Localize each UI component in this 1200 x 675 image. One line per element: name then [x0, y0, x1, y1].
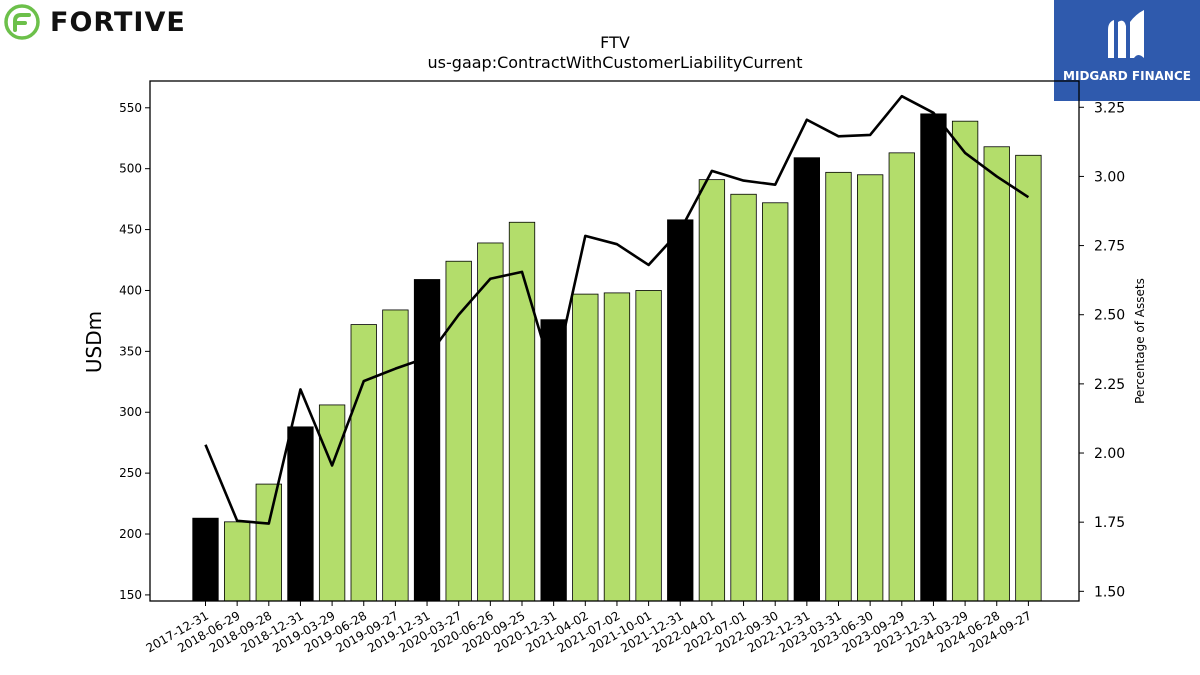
y-tick-label: 200 [119, 527, 142, 541]
percent-of-assets-line [204, 94, 1030, 525]
bar-2024-03-29 [951, 120, 979, 602]
fortive-logo: FORTIVE [4, 4, 194, 44]
bar-2020-03-27 [445, 260, 472, 602]
bar-2019-06-28 [350, 324, 377, 602]
y2-tick-label: 1.75 [1094, 515, 1125, 531]
x-axis-ticks: 2017-12-312018-06-292018-09-282018-12-31… [144, 601, 1034, 655]
bar-2020-09-25 [508, 221, 536, 602]
bar-2019-12-31 [413, 279, 441, 602]
bar-2022-09-30 [762, 202, 789, 602]
y-tick-label: 150 [119, 588, 142, 602]
midgard-m-icon [1108, 10, 1144, 59]
bar-2017-12-31 [192, 517, 219, 602]
bar-2021-04-02 [572, 293, 599, 602]
y-axis-ticks: 150 200 250 300 350 400 450 500 550 [119, 101, 150, 602]
bar-2019-03-29 [318, 404, 346, 602]
bar-2018-12-31 [287, 426, 314, 602]
y-tick-label: 350 [119, 344, 142, 358]
y2-tick-label: 3.00 [1094, 169, 1125, 185]
bar-2022-07-01 [730, 193, 757, 602]
y-axis-label: USDm [82, 311, 106, 373]
fortive-leaf-icon [4, 4, 40, 40]
bar-2018-09-28 [255, 483, 282, 602]
chart-subtitle: us-gaap:ContractWithCustomerLiabilityCur… [428, 53, 803, 72]
plot-frame [149, 80, 1080, 602]
bar-2019-09-27 [382, 309, 409, 602]
midgard-wordmark: MIDGARD FINANCE [1063, 69, 1191, 83]
y-tick-label: 400 [119, 283, 142, 297]
bar-2020-06-26 [477, 242, 504, 602]
percent-line-series [204, 94, 1030, 525]
bar-2021-10-01 [635, 290, 662, 602]
y2-axis-label: Percentage of Assets [1133, 278, 1147, 404]
y-tick-label: 450 [119, 223, 142, 237]
y2-tick-label: 3.25 [1094, 100, 1125, 116]
y2-axis-ticks: 1.50 1.75 2.00 2.25 2.50 2.75 3.00 3.25 [1079, 100, 1125, 600]
bar-series [192, 113, 1042, 602]
bar-2023-09-29 [888, 152, 915, 602]
fortive-wordmark: FORTIVE [50, 7, 186, 38]
y2-tick-label: 2.00 [1094, 446, 1125, 462]
y2-tick-label: 2.25 [1094, 377, 1125, 393]
midgard-logo: MIDGARD FINANCE [1054, 0, 1200, 101]
bar-2020-12-31 [540, 319, 567, 602]
bar-2022-04-01 [698, 179, 726, 602]
bar-2023-06-30 [857, 174, 884, 602]
y2-tick-label: 1.50 [1094, 584, 1125, 600]
bar-2024-06-28 [983, 146, 1010, 602]
y-tick-label: 300 [119, 405, 142, 419]
y2-tick-label: 2.50 [1094, 308, 1125, 324]
bar-2021-12-31 [667, 219, 694, 602]
bar-2023-03-31 [825, 171, 852, 602]
bar-2023-12-31 [920, 113, 947, 602]
bar-2018-06-29 [223, 521, 251, 602]
y-tick-label: 500 [119, 162, 142, 176]
chart-title: FTV [600, 33, 630, 52]
y-tick-label: 250 [119, 466, 142, 480]
y2-tick-label: 2.75 [1094, 239, 1125, 255]
y-tick-label: 550 [119, 101, 142, 115]
bar-2024-09-27 [1015, 154, 1042, 602]
bar-2022-12-31 [793, 157, 820, 602]
bar-2021-07-02 [603, 292, 631, 602]
